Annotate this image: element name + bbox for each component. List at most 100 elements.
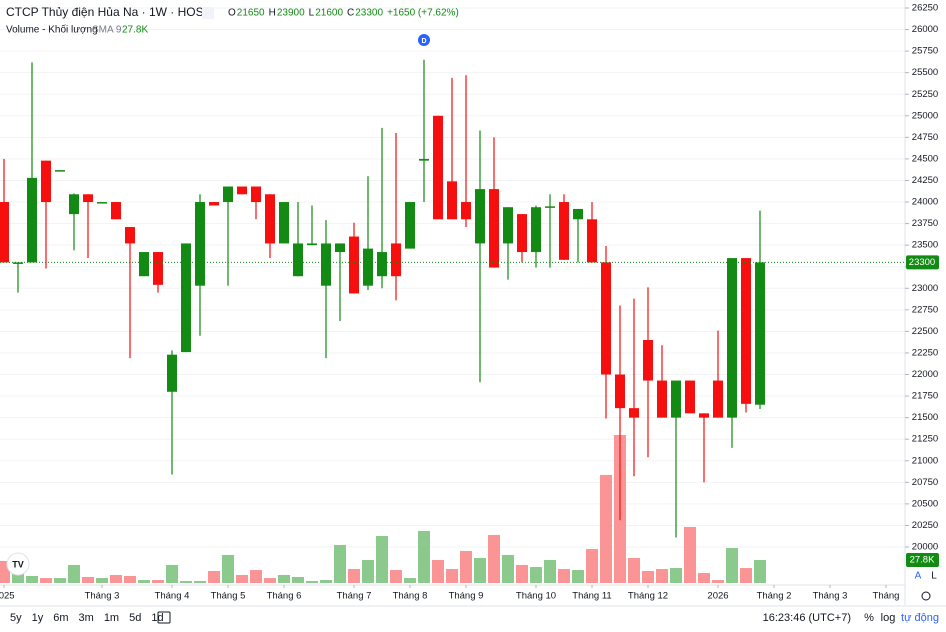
x-tick-label: Tháng 6: [267, 591, 302, 602]
volume-bar: [460, 550, 472, 583]
option-button[interactable]: log: [881, 612, 896, 624]
volume-bar: [124, 575, 136, 583]
candle-body: [545, 206, 555, 208]
candle-body: [293, 243, 303, 277]
candle-body: [727, 258, 737, 418]
range-button[interactable]: 6m: [53, 612, 68, 624]
volume-bar: [40, 578, 52, 583]
settings-icon[interactable]: [202, 7, 214, 19]
x-tick-label: Tháng 11: [572, 591, 611, 602]
volume-bar: [166, 564, 178, 583]
range-button[interactable]: 1d: [151, 612, 163, 624]
y-tick-label: 25250: [912, 89, 938, 100]
calendar-icon[interactable]: [157, 611, 171, 624]
candle-body: [181, 243, 191, 353]
candle-body: [447, 181, 457, 220]
range-button[interactable]: 5d: [129, 612, 141, 624]
candle-body: [517, 214, 527, 253]
range-button[interactable]: 5y: [10, 612, 22, 624]
volume-bar: [12, 571, 24, 583]
candle-body: [489, 189, 499, 268]
volume-bar: [418, 530, 430, 583]
candle-body: [503, 207, 513, 244]
x-tick-label: Tháng 8: [393, 591, 428, 602]
ohlc-key: H: [269, 8, 276, 19]
volume-bar: [684, 526, 696, 583]
ohlc-value: 23900: [277, 8, 305, 19]
dividend-marker[interactable]: [418, 34, 430, 46]
volume-bar: [320, 580, 332, 583]
volume-bar: [642, 571, 654, 583]
volume-bar: [628, 558, 640, 583]
y-tick-label: 22000: [912, 369, 938, 380]
candle-body: [391, 243, 401, 277]
x-tick-label: 2025: [0, 591, 15, 602]
price-change: +1650 (+7.62%): [387, 8, 459, 19]
candle-body: [265, 194, 275, 244]
volume-bar: [670, 568, 682, 583]
volume-bar: [250, 570, 262, 583]
candle-body: [587, 219, 597, 263]
option-button[interactable]: tự động: [901, 612, 939, 624]
settings-gear[interactable]: [921, 591, 931, 601]
candle-body: [55, 170, 65, 172]
y-tick-label: 23500: [912, 240, 938, 251]
x-tick-label: Tháng 4: [155, 591, 190, 602]
volume-bar: [96, 578, 108, 583]
candle-body: [671, 380, 681, 418]
candle-body: [321, 243, 331, 286]
volume-bar: [474, 558, 486, 583]
volume-bar: [278, 574, 290, 583]
dividend-marker-label: D: [421, 38, 426, 45]
candle-body: [167, 354, 177, 392]
candle-body: [139, 252, 149, 277]
y-tick-label: 22250: [912, 347, 938, 358]
y-tick-label: 20750: [912, 477, 938, 488]
volume-bar: [180, 581, 192, 583]
candle-body: [615, 374, 625, 409]
candle-body: [125, 227, 135, 244]
y-tick-label: 25750: [912, 46, 938, 57]
y-tick-label: 20500: [912, 498, 938, 509]
volume-bar: [404, 578, 416, 583]
volume-bar: [488, 535, 500, 583]
volume-bar: [194, 581, 206, 583]
volume-bar: [376, 536, 388, 583]
x-tick-label: Tháng 9: [449, 591, 484, 602]
volume-bar: [236, 574, 248, 583]
candle-body: [461, 202, 471, 220]
y-tick-label: 25500: [912, 67, 938, 78]
volume-bar: [544, 560, 556, 583]
volume-bar: [138, 580, 150, 583]
range-button[interactable]: 3m: [79, 612, 94, 624]
range-button[interactable]: 1y: [32, 612, 44, 624]
candle-body: [573, 208, 583, 220]
scale-button[interactable]: L: [931, 571, 937, 582]
candle-body: [629, 408, 639, 418]
scale-button[interactable]: A: [915, 571, 922, 582]
option-button[interactable]: %: [864, 612, 874, 624]
volume-bar: [530, 567, 542, 583]
volume-sma: SMA 9: [92, 25, 122, 36]
candle-body: [699, 413, 709, 418]
candle-body: [405, 202, 415, 249]
volume-bar: [82, 576, 94, 583]
candle-body: [251, 186, 261, 203]
tv-logo[interactable]: [6, 552, 30, 576]
y-tick-label: 24500: [912, 153, 938, 164]
ohlc-value: 23300: [355, 8, 383, 19]
candle-body: [97, 202, 107, 204]
y-tick-label: 20250: [912, 520, 938, 531]
range-button[interactable]: 1m: [104, 612, 119, 624]
ohlc-key: L: [309, 8, 315, 19]
x-tick-label: Tháng 2: [757, 591, 792, 602]
candle-body: [377, 252, 387, 277]
volume-bar: [558, 569, 570, 583]
volume-bar: [292, 576, 304, 583]
y-tick-label: 24250: [912, 175, 938, 186]
ohlc-key: C: [347, 8, 354, 19]
y-tick-label: 20000: [912, 542, 938, 553]
volume-bar: [208, 571, 220, 583]
volume-tag: [906, 553, 939, 568]
chart-title: CTCP Thủy điện Hủa Na · 1W · HOSE: [6, 5, 212, 19]
